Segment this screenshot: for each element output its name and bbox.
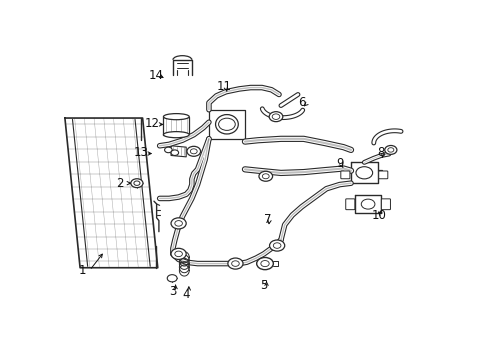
Ellipse shape (163, 132, 189, 138)
FancyBboxPatch shape (378, 171, 387, 179)
Circle shape (256, 257, 273, 270)
Circle shape (268, 112, 282, 122)
FancyBboxPatch shape (340, 171, 349, 179)
Text: 5: 5 (260, 279, 267, 292)
Circle shape (171, 248, 186, 260)
Circle shape (186, 146, 200, 156)
Text: 4: 4 (182, 288, 189, 301)
Circle shape (167, 275, 177, 282)
Text: 1: 1 (78, 264, 85, 277)
Circle shape (164, 147, 172, 153)
Text: 14: 14 (148, 68, 163, 82)
Text: 2: 2 (116, 177, 123, 190)
Circle shape (171, 218, 186, 229)
Text: 9: 9 (335, 157, 343, 170)
FancyBboxPatch shape (345, 199, 354, 210)
Text: 11: 11 (216, 80, 231, 93)
Text: 12: 12 (144, 117, 159, 130)
Text: 7: 7 (264, 213, 271, 226)
Circle shape (227, 258, 243, 269)
Circle shape (131, 179, 142, 188)
FancyBboxPatch shape (381, 199, 389, 210)
Text: 6: 6 (297, 96, 305, 109)
Circle shape (384, 145, 396, 154)
Ellipse shape (163, 114, 189, 120)
Circle shape (171, 150, 178, 156)
Ellipse shape (215, 114, 238, 134)
Text: 3: 3 (169, 285, 176, 298)
Circle shape (269, 240, 284, 251)
Text: 13: 13 (133, 146, 148, 159)
Circle shape (259, 171, 272, 181)
Text: 10: 10 (371, 208, 386, 221)
Text: 8: 8 (377, 146, 384, 159)
